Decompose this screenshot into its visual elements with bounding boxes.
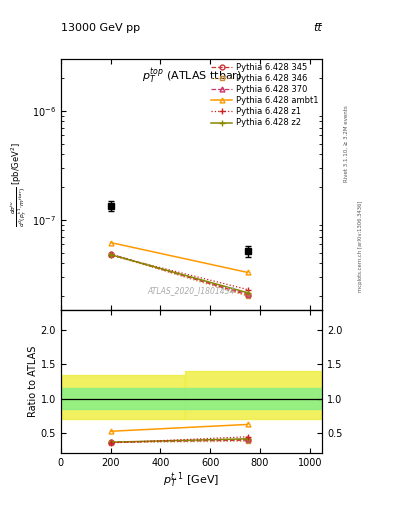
Line: Pythia 6.428 345: Pythia 6.428 345 — [108, 252, 250, 297]
Line: Pythia 6.428 z2: Pythia 6.428 z2 — [107, 251, 251, 296]
Pythia 6.428 346 — [245, 293, 250, 299]
Text: tt̅: tt̅ — [314, 23, 322, 33]
Pythia 6.428 345 — [108, 251, 113, 257]
X-axis label: $p_T^{t,1}$ [GeV]: $p_T^{t,1}$ [GeV] — [163, 471, 220, 491]
Pythia 6.428 346 — [108, 251, 113, 258]
Y-axis label: Ratio to ATLAS: Ratio to ATLAS — [28, 346, 38, 417]
Pythia 6.428 370 — [245, 291, 250, 297]
Text: 13000 GeV pp: 13000 GeV pp — [61, 23, 140, 33]
Text: mcplots.cern.ch [arXiv:1306.3436]: mcplots.cern.ch [arXiv:1306.3436] — [358, 200, 363, 291]
Line: Pythia 6.428 z1: Pythia 6.428 z1 — [107, 252, 251, 293]
Text: $p_T^{top}$ (ATLAS ttbar): $p_T^{top}$ (ATLAS ttbar) — [141, 67, 242, 86]
Pythia 6.428 z1 — [108, 252, 113, 258]
Pythia 6.428 370 — [108, 251, 113, 257]
Pythia 6.428 z2 — [108, 251, 113, 258]
Pythia 6.428 z1 — [245, 286, 250, 292]
Line: Pythia 6.428 346: Pythia 6.428 346 — [108, 252, 250, 298]
Y-axis label: $\frac{d\sigma^{tu}}{d^2(p_T^{t,1}{\cdot}m^{tbar})}$ [pb/GeV$^2$]: $\frac{d\sigma^{tu}}{d^2(p_T^{t,1}{\cdot… — [9, 142, 29, 227]
Legend: Pythia 6.428 345, Pythia 6.428 346, Pythia 6.428 370, Pythia 6.428 ambt1, Pythia: Pythia 6.428 345, Pythia 6.428 346, Pyth… — [209, 60, 321, 130]
Line: Pythia 6.428 ambt1: Pythia 6.428 ambt1 — [108, 240, 250, 275]
Text: ATLAS_2020_I1801434: ATLAS_2020_I1801434 — [148, 286, 235, 295]
Text: Rivet 3.1.10, ≥ 3.2M events: Rivet 3.1.10, ≥ 3.2M events — [344, 105, 349, 182]
Pythia 6.428 345 — [245, 292, 250, 298]
Line: Pythia 6.428 370: Pythia 6.428 370 — [108, 252, 250, 296]
Pythia 6.428 ambt1 — [245, 269, 250, 275]
Pythia 6.428 ambt1 — [108, 240, 113, 246]
Pythia 6.428 z2 — [245, 290, 250, 296]
